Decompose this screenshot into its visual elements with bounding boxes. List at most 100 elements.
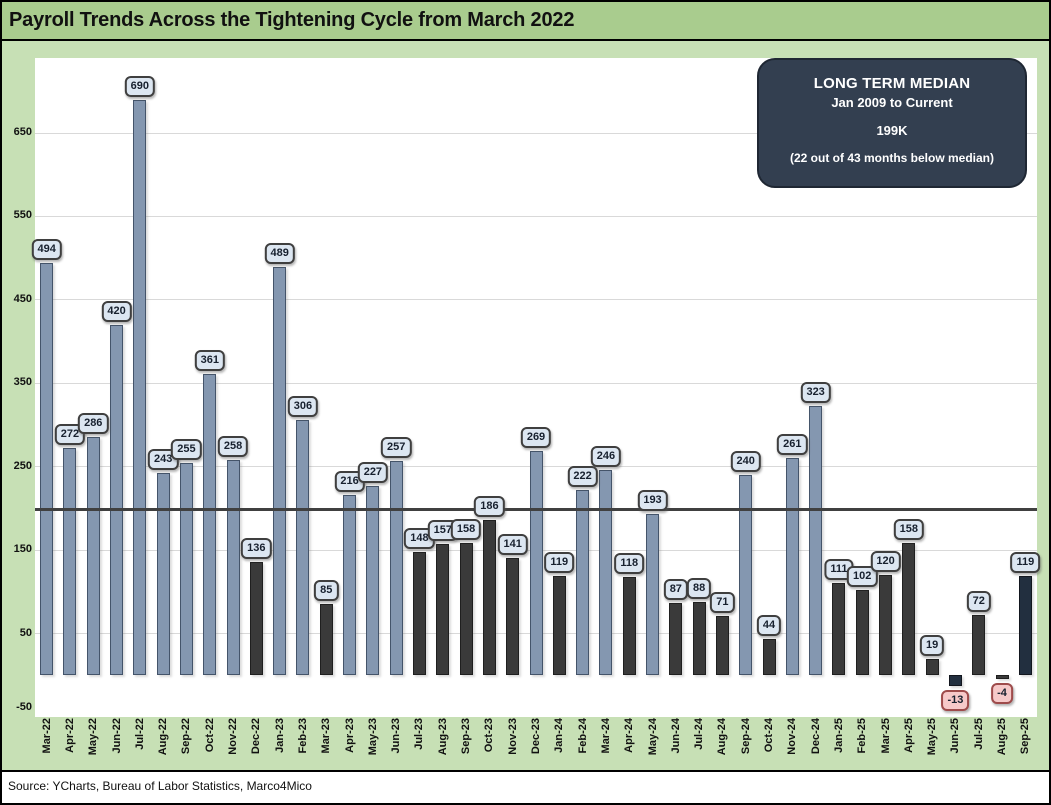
bar-value-label: 72 [966,591,991,613]
bar-value-label: 494 [31,239,62,261]
bar [482,520,496,676]
bar-value-label: -13 [941,690,970,712]
source-text: Source: YCharts, Bureau of Labor Statist… [8,779,312,793]
bar-value-label: 420 [101,300,132,322]
bar-value-label: 306 [287,396,319,418]
y-axis-tick: 250 [13,459,32,472]
bar-value-label: 269 [520,426,552,448]
x-axis-label: Jun-25 [949,718,962,754]
x-axis-label: Jan-24 [553,718,566,753]
x-axis-label: Mar-25 [879,718,892,754]
bar-value-label: 261 [777,433,808,455]
bar [459,543,473,676]
gridline [35,215,1037,217]
y-axis-tick: 350 [13,376,32,389]
x-axis-label: Mar-22 [40,718,53,754]
bar-value-label: 87 [663,578,688,600]
x-axis-label: Oct-24 [763,718,776,753]
bar [622,576,636,676]
bar-value-label: 323 [800,381,831,403]
x-axis-label: Aug-23 [436,718,449,756]
bar-value-label: 118 [614,552,645,574]
bar-value-label: 88 [686,577,712,599]
bar-value-label: 119 [544,552,575,574]
x-axis-label: May-24 [646,718,659,756]
bar [832,582,846,676]
x-axis-label: Jan-23 [273,718,286,753]
x-axis-label: Mar-23 [320,718,333,754]
bar [715,616,729,676]
x-axis-label: Dec-23 [530,718,542,755]
bar [529,450,543,676]
x-axis-label: Jul-24 [693,718,706,750]
bar [552,576,566,676]
bar-value-label: 19 [920,635,945,657]
bar [133,99,147,676]
bar-value-label: 222 [567,466,598,488]
x-axis-label: Nov-24 [786,718,799,755]
x-axis-label: Nov-22 [227,718,240,755]
bar [296,420,310,676]
x-axis-label: Sep-24 [739,718,752,755]
bar [925,659,939,676]
bar [436,544,450,676]
bar [506,557,520,676]
x-axis-label: Jul-22 [133,718,146,750]
bar [179,462,193,676]
bar [948,675,962,687]
y-axis-tick: -50 [16,701,32,713]
bar-value-label: 240 [730,451,761,473]
bar [1018,576,1032,676]
legend-title: LONG TERM MEDIAN [813,75,971,92]
bar-value-label: 227 [357,461,389,483]
legend-subtitle: Jan 2009 to Current [831,95,953,110]
x-axis-label: Sep-22 [180,718,193,755]
y-axis-tick: 450 [13,292,32,305]
x-axis-label: Jul-25 [972,718,985,750]
x-axis-label: Aug-22 [157,718,170,756]
bar [40,263,54,676]
bar [86,436,100,676]
bar-value-label: 690 [124,75,156,97]
gridline [35,299,1037,301]
bar-value-label: 136 [241,537,272,559]
x-axis-label: Aug-25 [996,718,1009,756]
x-axis-label: Jun-24 [669,718,682,754]
bar [203,374,217,676]
source-bar: Source: YCharts, Bureau of Labor Statist… [2,772,1049,803]
bar-value-label: 44 [756,614,782,636]
bar [249,561,263,676]
bar [972,615,986,676]
gridline [35,132,1037,134]
bar-value-label: 158 [450,519,482,541]
legend-median-value: 199K [876,123,908,138]
bar [412,551,426,676]
x-axis-label: Aug-24 [716,718,729,756]
bar [366,485,380,676]
bar [156,472,170,676]
x-axis-label: Feb-23 [296,718,309,754]
title-bar: Payroll Trends Across the Tightening Cyc… [2,2,1049,41]
x-axis-label: Mar-24 [599,718,612,754]
bar-value-label: 120 [870,551,901,573]
bar-value-label: 119 [1010,552,1041,574]
bar [576,490,590,676]
bar-value-label: 272 [54,424,86,446]
bar [739,475,753,676]
bar-value-label: 258 [217,436,249,458]
bar-value-label: 141 [497,533,528,555]
y-axis-tick: 550 [13,209,32,222]
bar [319,604,333,676]
bar [855,590,869,676]
bar-value-label: 193 [637,490,668,512]
x-axis-label: Dec-24 [809,718,822,755]
x-axis-label: Dec-22 [250,718,263,755]
x-axis-label: Nov-23 [506,718,519,755]
x-axis-label: Jun-22 [110,718,123,754]
bar-value-label: 158 [893,519,925,541]
y-axis-tick: 150 [13,543,32,556]
bar-value-label: 186 [474,496,505,518]
y-axis-tick: 650 [13,126,32,139]
x-axis-label: Apr-23 [343,718,356,753]
